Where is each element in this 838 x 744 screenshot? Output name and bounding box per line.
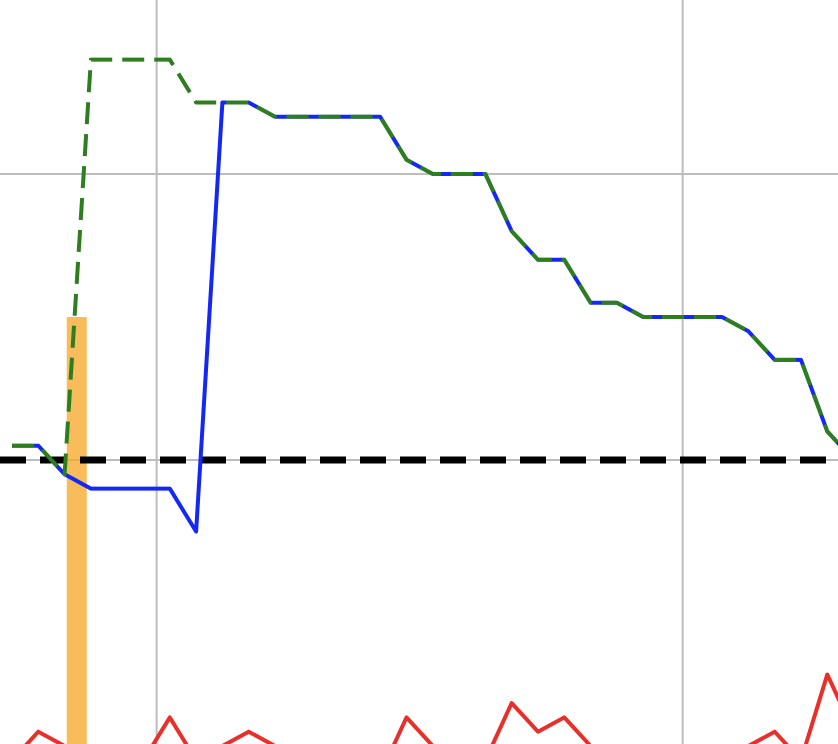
series-line-2 [12, 57, 838, 477]
series-layer [12, 57, 838, 744]
highlight-bar-layer [66, 317, 87, 744]
highlight-bar [66, 317, 87, 744]
